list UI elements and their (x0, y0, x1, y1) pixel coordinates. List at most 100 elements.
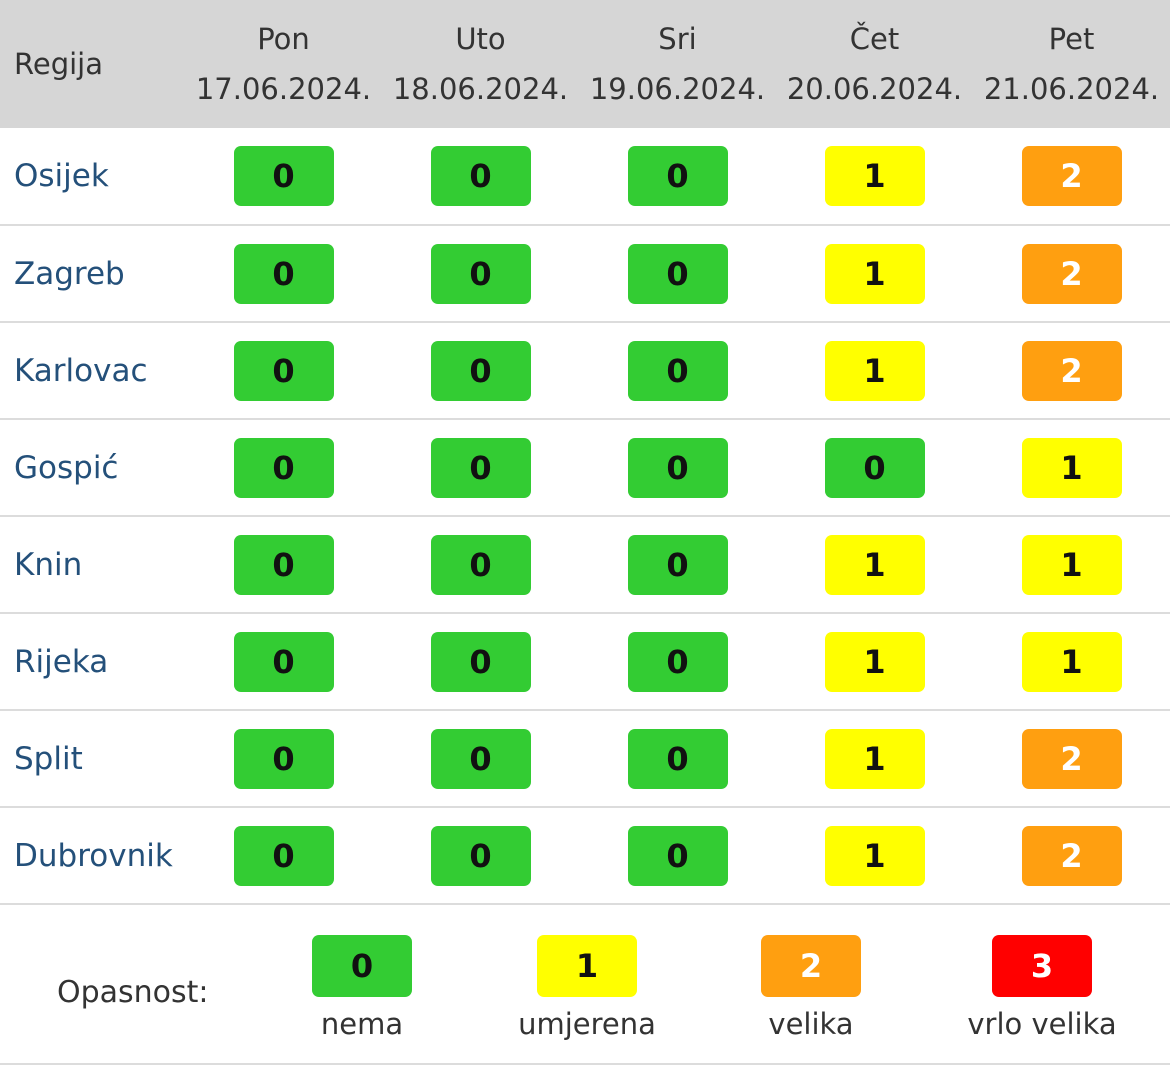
day-name: Sri (658, 22, 697, 56)
danger-level-badge: 0 (824, 437, 925, 498)
danger-level-badge: 1 (824, 631, 925, 692)
level-cell: 0 (579, 419, 776, 516)
level-cell: 2 (973, 322, 1170, 419)
region-link[interactable]: Gospić (14, 449, 119, 486)
level-cell: 1 (776, 516, 973, 613)
level-cell: 0 (776, 419, 973, 516)
level-cell: 0 (579, 516, 776, 613)
legend-badge: 0 (312, 935, 412, 997)
level-cell: 2 (973, 710, 1170, 807)
danger-level-badge: 1 (824, 534, 925, 595)
legend-item-level-0: 0 nema (262, 935, 462, 1041)
day-name: Pon (257, 22, 310, 56)
danger-level-badge: 0 (627, 146, 728, 206)
level-cell: 2 (973, 225, 1170, 322)
region-link[interactable]: Karlovac (14, 352, 148, 389)
level-cell: 0 (579, 322, 776, 419)
danger-level-badge: 1 (1021, 437, 1122, 498)
legend-desc: vrlo velika (967, 1007, 1117, 1041)
danger-level-badge: 0 (430, 631, 531, 692)
day-name: Uto (455, 22, 506, 56)
level-cell: 0 (382, 225, 579, 322)
legend-badge: 2 (761, 935, 861, 997)
level-cell: 0 (382, 516, 579, 613)
danger-level-badge: 0 (430, 437, 531, 498)
level-cell: 0 (185, 322, 382, 419)
day-date: 18.06.2024. (392, 72, 569, 106)
danger-level-badge: 0 (430, 534, 531, 595)
danger-legend: Opasnost: 0 nema 1 umjerena 2 velika 3 v… (0, 905, 1170, 1065)
table-row: Gospić 0 0 0 0 1 (0, 419, 1170, 516)
table-row: Zagreb 0 0 0 1 2 (0, 225, 1170, 322)
level-cell: 1 (776, 807, 973, 904)
table-row: Dubrovnik 0 0 0 1 2 (0, 807, 1170, 904)
danger-level-badge: 0 (627, 437, 728, 498)
danger-level-badge: 0 (627, 631, 728, 692)
danger-level-badge: 1 (824, 340, 925, 401)
level-cell: 1 (973, 419, 1170, 516)
danger-level-badge: 0 (233, 631, 334, 692)
table-row: Rijeka 0 0 0 1 1 (0, 613, 1170, 710)
region-link[interactable]: Knin (14, 546, 83, 583)
day-date: 17.06.2024. (195, 72, 372, 106)
level-cell: 0 (382, 807, 579, 904)
danger-level-badge: 1 (1021, 534, 1122, 595)
level-cell: 1 (776, 322, 973, 419)
danger-level-badge: 0 (233, 243, 334, 304)
danger-level-badge: 0 (627, 534, 728, 595)
level-cell: 0 (185, 516, 382, 613)
level-cell: 0 (579, 613, 776, 710)
forecast-table: Regija Pon 17.06.2024. Uto 18.06.2024. S… (0, 0, 1170, 904)
danger-level-badge: 2 (1021, 340, 1122, 401)
day-column-header: Pon 17.06.2024. (185, 0, 382, 128)
danger-level-badge: 0 (430, 340, 531, 401)
legend-badge: 3 (992, 935, 1092, 997)
level-cell: 0 (185, 128, 382, 225)
danger-level-badge: 0 (233, 728, 334, 789)
danger-level-badge: 0 (627, 825, 728, 886)
table-body: Osijek 0 0 0 1 2 Zagreb 0 0 0 1 2 Karlovac 0 0 0 1 2 Gospi… (0, 128, 1170, 904)
level-cell: 2 (973, 807, 1170, 904)
level-cell: 0 (185, 419, 382, 516)
level-cell: 1 (776, 225, 973, 322)
level-cell: 0 (185, 613, 382, 710)
level-cell: 0 (382, 322, 579, 419)
level-cell: 0 (579, 128, 776, 225)
region-link[interactable]: Osijek (14, 158, 109, 194)
legend-desc: nema (320, 1007, 404, 1041)
level-cell: 1 (776, 128, 973, 225)
level-cell: 1 (973, 516, 1170, 613)
region-link[interactable]: Split (14, 740, 83, 777)
danger-level-badge: 2 (1021, 825, 1122, 886)
level-cell: 0 (382, 419, 579, 516)
danger-level-badge: 1 (1021, 631, 1122, 692)
legend-desc: velika (768, 1007, 854, 1041)
level-cell: 0 (579, 710, 776, 807)
danger-level-badge: 0 (430, 728, 531, 789)
danger-level-badge: 2 (1021, 728, 1122, 789)
danger-level-badge: 2 (1021, 243, 1122, 304)
danger-level-badge: 2 (1021, 146, 1122, 206)
danger-level-badge: 0 (430, 146, 531, 206)
level-cell: 1 (776, 710, 973, 807)
day-name: Pet (1048, 22, 1095, 56)
region-link[interactable]: Zagreb (14, 255, 125, 292)
danger-level-badge: 0 (627, 340, 728, 401)
legend-desc: umjerena (518, 1007, 656, 1041)
danger-level-badge: 0 (430, 243, 531, 304)
level-cell: 0 (185, 710, 382, 807)
danger-level-badge: 0 (233, 146, 334, 206)
danger-level-badge: 0 (233, 825, 334, 886)
day-name: Čet (849, 22, 900, 56)
danger-level-badge: 0 (430, 825, 531, 886)
region-link[interactable]: Rijeka (14, 643, 109, 680)
legend-label: Opasnost: (57, 975, 209, 1010)
legend-item-level-1: 1 umjerena (487, 935, 687, 1041)
danger-level-badge: 0 (233, 437, 334, 498)
level-cell: 0 (185, 225, 382, 322)
danger-level-badge: 0 (233, 340, 334, 401)
danger-level-badge: 0 (627, 728, 728, 789)
level-cell: 1 (973, 613, 1170, 710)
region-link[interactable]: Dubrovnik (14, 837, 173, 874)
